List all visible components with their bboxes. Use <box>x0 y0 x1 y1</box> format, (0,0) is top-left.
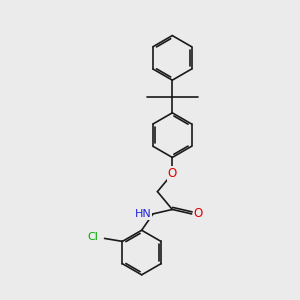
Text: O: O <box>168 167 177 180</box>
Text: HN: HN <box>135 209 152 219</box>
Text: Cl: Cl <box>87 232 98 242</box>
Text: O: O <box>194 207 203 220</box>
